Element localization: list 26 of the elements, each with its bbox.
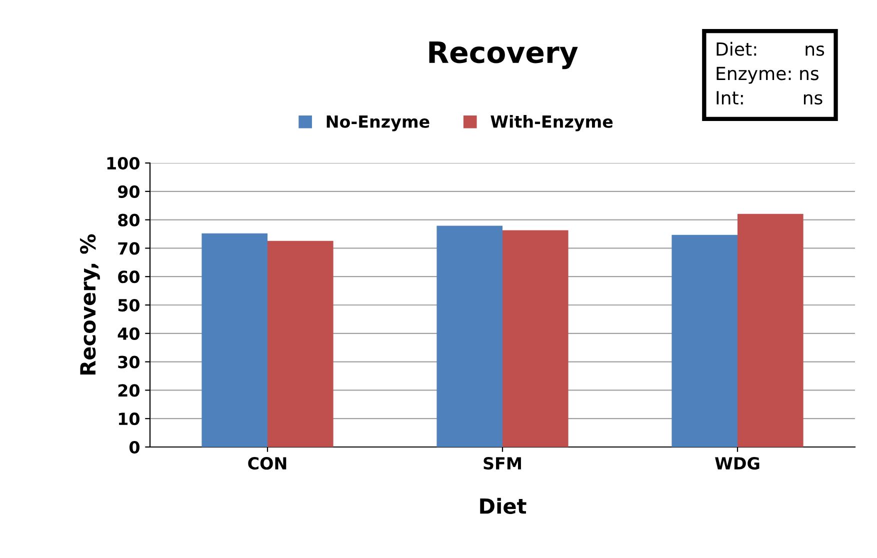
y-axis-title: Recovery, % [80,234,100,374]
legend-label: With-Enzyme [490,115,613,132]
x-tick-label: WDG [715,457,760,470]
y-tick-label: 60 [118,270,140,284]
y-tick-label: 0 [129,440,140,454]
x-axis-title: Diet [480,498,526,514]
y-tick-label: 50 [118,298,140,312]
bar [436,226,502,447]
y-tick-label: 90 [118,185,140,198]
legend-label: No-Enzyme [326,116,430,132]
y-tick-label: 30 [118,356,140,368]
x-tick-label: CON [248,457,286,470]
chart-title: Recovery [429,42,578,70]
bar [672,234,738,447]
text: Diet: ns Enzyme: ns Int: ns [716,42,824,105]
y-tick-label: 80 [118,214,140,226]
y-tick-label: 10 [118,412,140,426]
bar [738,214,804,447]
x-tick-label: SFM [484,457,521,470]
y-tick-label: 20 [118,384,140,397]
bar [268,240,334,447]
y-tick-label: 70 [118,242,140,255]
bar [502,230,568,447]
y-tick-label: 40 [118,327,140,340]
y-tick-label: 100 [107,156,140,170]
bar [202,233,268,447]
